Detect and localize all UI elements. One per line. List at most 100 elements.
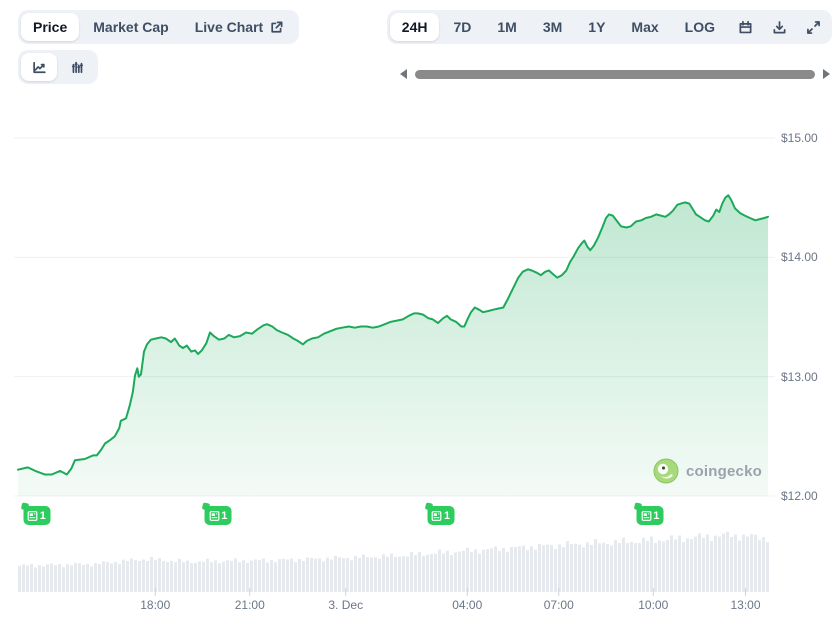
x-axis-label: 21:00 [234, 598, 265, 612]
range-button-max[interactable]: Max [619, 13, 670, 41]
volume-bar [442, 553, 445, 592]
volume-bar [538, 543, 541, 592]
line-chart-toggle[interactable] [21, 53, 57, 81]
volume-bar [622, 537, 625, 592]
volume-bar [766, 542, 769, 592]
range-button-7d[interactable]: 7D [441, 13, 483, 41]
price-area-fill [18, 195, 768, 497]
volume-bar [362, 554, 365, 592]
volume-bar [334, 555, 337, 592]
volume-bar [754, 534, 757, 592]
candlestick-chart-toggle[interactable] [59, 53, 95, 81]
volume-bar [166, 561, 169, 592]
volume-bar [230, 560, 233, 592]
volume-bar [326, 557, 329, 592]
tab-market-cap[interactable]: Market Cap [81, 13, 180, 41]
volume-bar [202, 561, 205, 592]
volume-bar [758, 539, 761, 592]
range-button-log[interactable]: LOG [673, 13, 727, 41]
volume-bar [558, 544, 561, 592]
volume-bar [158, 558, 161, 592]
scroll-right-arrow-icon[interactable] [823, 69, 830, 79]
volume-bar [134, 560, 137, 592]
volume-bar [382, 554, 385, 592]
volume-bar [70, 565, 73, 592]
volume-bar [18, 565, 21, 592]
x-axis-label: 18:00 [140, 598, 171, 612]
event-badge[interactable]: 1 [204, 506, 232, 525]
volume-bar [214, 560, 217, 592]
volume-bar [274, 562, 277, 592]
volume-bar [194, 562, 197, 592]
tab-label: Max [631, 19, 659, 35]
calendar-button[interactable] [729, 13, 761, 41]
calendar-icon [739, 20, 751, 33]
news-icon [209, 510, 220, 521]
range-button-24h[interactable]: 24H [389, 13, 440, 41]
volume-bar [226, 560, 229, 592]
tab-live-chart[interactable]: Live Chart [183, 13, 296, 41]
tab-price[interactable]: Price [21, 13, 80, 41]
event-badge[interactable]: 1 [23, 506, 51, 525]
volume-bar [574, 543, 577, 592]
volume-bar [198, 561, 201, 592]
volume-bar [178, 558, 181, 592]
download-icon [773, 20, 785, 33]
event-badge[interactable]: 1 [636, 506, 664, 525]
range-button-1y[interactable]: 1Y [576, 13, 617, 41]
volume-bar [742, 534, 745, 592]
range-button-3m[interactable]: 3M [531, 13, 574, 41]
volume-bar [94, 563, 97, 592]
volume-bar [646, 540, 649, 592]
range-button-1m[interactable]: 1M [485, 13, 528, 41]
volume-bar [174, 562, 177, 592]
scroll-left-arrow-icon[interactable] [400, 69, 407, 79]
volume-bar [446, 550, 449, 592]
volume-bar [578, 544, 581, 592]
expand-button[interactable] [797, 13, 829, 41]
volume-bar [698, 533, 701, 592]
volume-bar [106, 562, 109, 592]
event-count: 1 [653, 509, 660, 522]
volume-bar [702, 537, 705, 592]
volume-bar [22, 564, 25, 592]
volume-bar [694, 536, 697, 592]
volume-bar [650, 536, 653, 592]
volume-bar [170, 560, 173, 592]
volume-bar [278, 559, 281, 592]
tab-label: Live Chart [194, 19, 264, 35]
x-axis-label: 13:00 [730, 598, 761, 612]
tab-label: Price [33, 19, 68, 35]
volume-bar [142, 559, 145, 592]
volume-bar [482, 549, 485, 592]
coingecko-watermark: coingecko [653, 458, 762, 484]
volume-bar [566, 541, 569, 592]
tab-label: 3M [542, 19, 563, 35]
volume-bar [162, 561, 165, 592]
volume-bar [98, 564, 101, 592]
download-button[interactable] [763, 13, 795, 41]
volume-bar [590, 545, 593, 592]
volume-bar [666, 539, 669, 592]
tab-label: 7D [453, 19, 472, 35]
volume-bar [614, 540, 617, 592]
scrollbar-thumb[interactable] [415, 69, 815, 79]
volume-bar [74, 563, 77, 592]
volume-bar [54, 565, 57, 592]
event-badge[interactable]: 1 [427, 506, 455, 525]
volume-bar [514, 547, 517, 592]
volume-bar [618, 542, 621, 592]
expand-icon [806, 20, 820, 34]
event-count: 1 [39, 509, 46, 522]
volume-bar [238, 562, 241, 592]
volume-bar [734, 534, 737, 592]
volume-bar [402, 556, 405, 592]
volume-bar [410, 552, 413, 592]
volume-bar [714, 535, 717, 592]
volume-bar [118, 564, 121, 592]
volume-bar [522, 545, 525, 592]
volume-bar [398, 556, 401, 592]
volume-bar [58, 563, 61, 592]
volume-bar [346, 557, 349, 592]
